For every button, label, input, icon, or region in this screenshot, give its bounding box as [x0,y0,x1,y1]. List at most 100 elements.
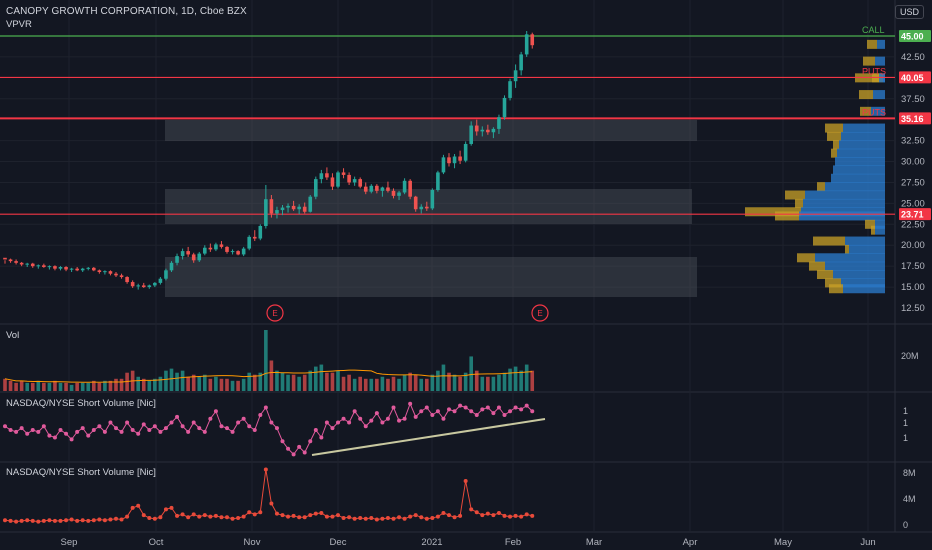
candle-body[interactable] [197,253,202,261]
candle-body[interactable] [53,266,57,269]
candle-body[interactable] [164,270,168,279]
support-zone-box[interactable] [165,120,697,141]
candle-body[interactable] [486,129,490,133]
candle-body[interactable] [330,177,335,187]
candle-body[interactable] [58,266,63,269]
candle-body[interactable] [469,125,473,144]
candle-body[interactable] [69,268,74,270]
candle-body[interactable] [241,248,246,255]
candle-body[interactable] [153,282,157,286]
candle-body[interactable] [402,180,407,193]
vpvr-indicator-label[interactable]: VPVR [6,19,32,30]
support-zone-box[interactable] [165,257,697,297]
candle-body[interactable] [336,172,340,187]
candle-body[interactable] [25,263,29,265]
candle-body[interactable] [419,206,424,210]
candle-body[interactable] [491,128,496,133]
candle-body[interactable] [247,236,251,249]
candle-body[interactable] [480,129,485,132]
candle-body[interactable] [524,34,529,55]
candle-body[interactable] [208,247,213,250]
candle-body[interactable] [147,285,152,288]
candle-body[interactable] [103,271,107,273]
support-zone-box[interactable] [165,189,692,224]
candle-body[interactable] [413,196,418,210]
candle-body[interactable] [436,172,440,190]
candle-body[interactable] [325,173,329,178]
short-volume-pane-label[interactable]: NASDAQ/NYSE Short Volume [Nic] [6,467,156,478]
candle-body[interactable] [47,266,52,268]
candle-body[interactable] [36,265,41,267]
candle-body[interactable] [441,157,446,173]
earnings-marker[interactable] [531,304,549,322]
volume-pane-label[interactable]: Vol [6,330,20,341]
candle-body[interactable] [341,172,346,175]
candle-body[interactable] [169,262,174,271]
candle-body[interactable] [408,180,412,197]
candle-body[interactable] [425,206,429,209]
candle-body[interactable] [319,173,324,180]
candle-body[interactable] [230,251,235,253]
candle-body[interactable] [308,196,313,212]
candle-body[interactable] [358,179,362,187]
candle-body[interactable] [252,236,257,239]
candle-body[interactable] [119,275,124,278]
candle-body[interactable] [180,251,185,257]
candle-body[interactable] [80,268,85,271]
candle-body[interactable] [236,251,240,255]
candle-body[interactable] [447,157,451,164]
candle-body[interactable] [114,273,118,276]
trendline[interactable] [311,418,546,456]
candle-body[interactable] [352,179,357,183]
candle-body[interactable] [386,187,390,191]
candle-body[interactable] [513,70,518,82]
candle-body[interactable] [430,189,435,209]
candle-body[interactable] [64,266,68,270]
candle-body[interactable] [363,186,368,192]
candle-body[interactable] [269,199,274,214]
candle-body[interactable] [286,205,290,208]
candle-body[interactable] [302,206,307,212]
candle-body[interactable] [86,267,91,269]
candle-body[interactable] [8,259,13,262]
candle-body[interactable] [130,282,135,287]
candle-body[interactable] [397,192,401,196]
candle-body[interactable] [275,210,279,214]
candle-body[interactable] [75,268,79,271]
candle-body[interactable] [136,285,140,287]
currency-button[interactable]: USD [894,5,924,19]
candle-body[interactable] [225,246,229,252]
earnings-marker[interactable] [266,304,284,322]
candle-body[interactable] [291,205,296,210]
candle-body[interactable] [391,190,396,196]
candle-body[interactable] [108,271,113,274]
candle-body[interactable] [14,261,18,263]
candle-body[interactable] [519,54,523,71]
candle-body[interactable] [258,225,263,239]
candle-body[interactable] [463,143,468,161]
candle-body[interactable] [125,277,129,283]
candle-body[interactable] [508,81,512,98]
candle-body[interactable] [458,156,462,161]
candle-body[interactable] [297,206,301,210]
candle-body[interactable] [175,256,179,263]
short-volume-ratio-pane-label[interactable]: NASDAQ/NYSE Short Volume [Nic] [6,398,156,409]
candle-body[interactable] [314,179,318,197]
candle-body[interactable] [347,174,351,183]
candle-body[interactable] [191,254,196,261]
candle-body[interactable] [92,267,96,271]
candle-body[interactable] [375,185,379,191]
candle-body[interactable] [141,285,146,288]
candle-body[interactable] [497,117,501,129]
candle-body[interactable] [264,199,268,226]
candle-body[interactable] [380,187,385,191]
candle-body[interactable] [214,244,218,250]
candle-body[interactable] [186,251,190,255]
candle-body[interactable] [3,257,7,260]
candle-body[interactable] [30,263,35,267]
candle-body[interactable] [280,207,285,211]
candle-body[interactable] [19,262,24,265]
candle-body[interactable] [369,185,374,192]
candle-body[interactable] [452,156,457,164]
